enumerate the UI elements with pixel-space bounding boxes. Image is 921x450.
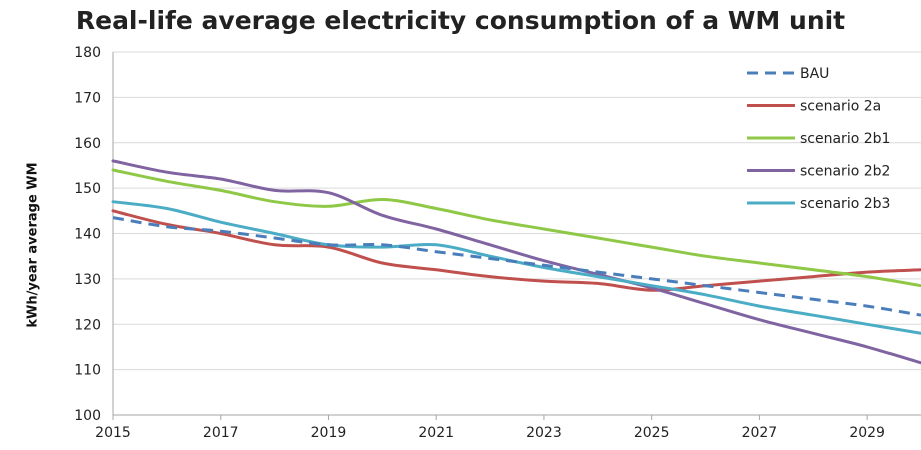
legend-label: BAU <box>800 66 829 82</box>
y-tick-label: 110 <box>74 363 101 379</box>
series-line-scenario-2a <box>111 209 921 292</box>
legend: BAU scenario 2a scenario 2b1 scenario 2b2 sc… <box>747 66 890 212</box>
chart-title: Real-life average electricity consumptio… <box>75 6 846 35</box>
x-tick-label: 2025 <box>634 425 670 441</box>
legend-label: scenario 2b2 <box>800 164 890 180</box>
series-line-scenario-2b2 <box>111 159 921 365</box>
x-tick-label: 2029 <box>849 425 885 441</box>
series-lines <box>111 159 921 365</box>
axes: 100 110 120 130 140 150 160 170 180 2015 2017 2019 2… <box>74 45 921 441</box>
y-tick-label: 130 <box>74 272 101 288</box>
x-tick-label: 2027 <box>742 425 778 441</box>
series-line-scenario-2b1 <box>111 168 921 288</box>
series-line-bau <box>112 216 921 317</box>
x-tick-label: 2021 <box>418 425 454 441</box>
y-tick-label: 160 <box>74 136 101 152</box>
y-tick-label: 180 <box>74 45 101 61</box>
y-tick-label: 140 <box>74 227 101 243</box>
legend-label: scenario 2b3 <box>800 196 890 212</box>
x-tick-label: 2019 <box>311 425 347 441</box>
y-tick-label: 120 <box>74 317 101 333</box>
x-tick-label: 2015 <box>95 425 131 441</box>
y-tick-label: 100 <box>74 408 101 424</box>
y-tick-label: 150 <box>74 181 101 197</box>
legend-label: scenario 2b1 <box>800 131 890 147</box>
y-tick-label: 170 <box>74 90 101 106</box>
x-tick-label: 2017 <box>203 425 239 441</box>
x-tick-label: 2023 <box>526 425 562 441</box>
legend-label: scenario 2a <box>800 99 881 115</box>
